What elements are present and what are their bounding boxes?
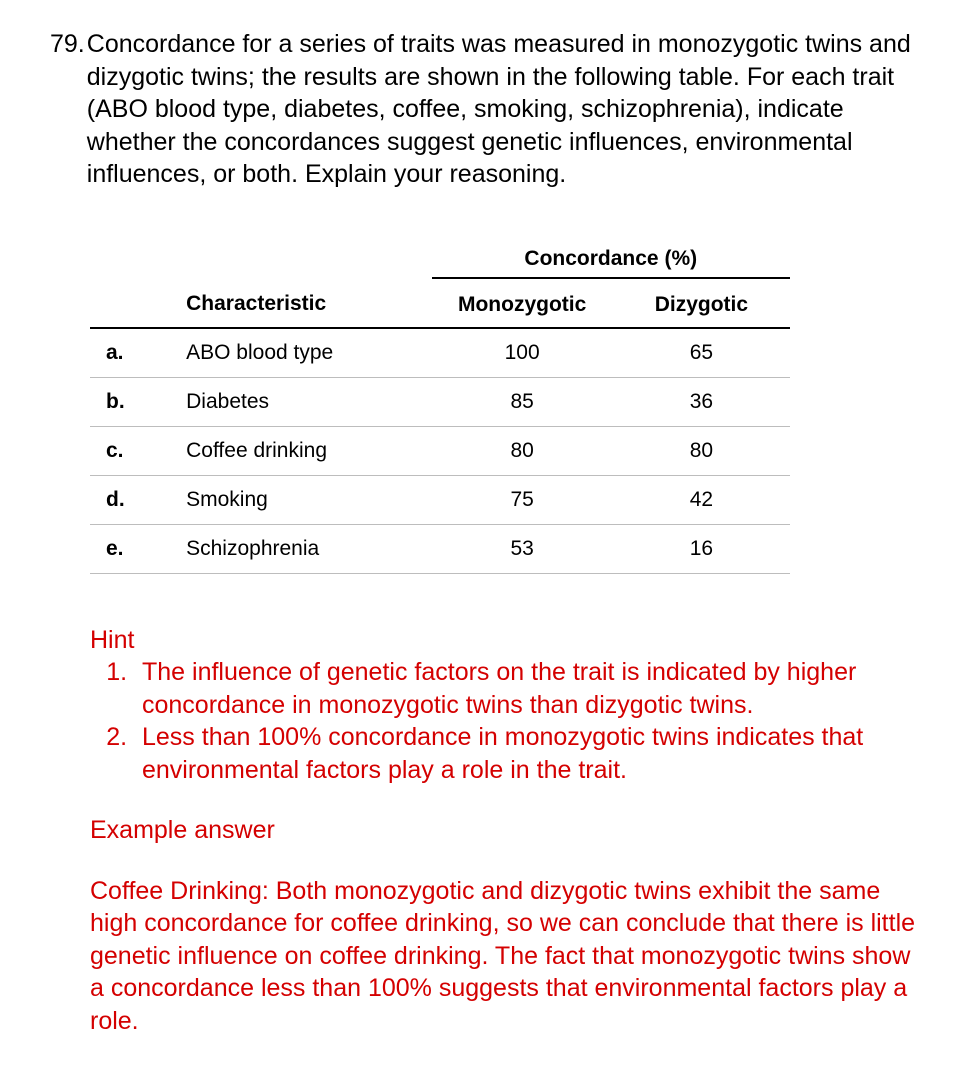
table-row: a. ABO blood type 100 65 <box>90 328 790 378</box>
row-characteristic: Schizophrenia <box>178 524 431 573</box>
row-dz: 16 <box>613 524 790 573</box>
row-key: b. <box>90 377 178 426</box>
row-dz: 65 <box>613 328 790 378</box>
example-body: Coffee Drinking: Both monozygotic and di… <box>90 875 925 1038</box>
table-row: b. Diabetes 85 36 <box>90 377 790 426</box>
row-key: c. <box>90 426 178 475</box>
table-row: e. Schizophrenia 53 16 <box>90 524 790 573</box>
row-characteristic: Diabetes <box>178 377 431 426</box>
row-dz: 42 <box>613 475 790 524</box>
hints-block: Hint The influence of genetic factors on… <box>90 624 925 1038</box>
hint-item: Less than 100% concordance in monozygoti… <box>134 721 925 786</box>
row-characteristic: Smoking <box>178 475 431 524</box>
row-key: d. <box>90 475 178 524</box>
table-row: c. Coffee drinking 80 80 <box>90 426 790 475</box>
row-dz: 36 <box>613 377 790 426</box>
hint-item: The influence of genetic factors on the … <box>134 656 925 721</box>
row-characteristic: Coffee drinking <box>178 426 431 475</box>
hint-title: Hint <box>90 624 925 657</box>
col-monozygotic: Monozygotic <box>432 278 613 328</box>
table-row: d. Smoking 75 42 <box>90 475 790 524</box>
example-title: Example answer <box>90 814 925 847</box>
question-block: 79. Concordance for a series of traits w… <box>50 28 925 191</box>
row-characteristic: ABO blood type <box>178 328 431 378</box>
row-mz: 100 <box>432 328 613 378</box>
row-mz: 85 <box>432 377 613 426</box>
row-mz: 75 <box>432 475 613 524</box>
hint-list: The influence of genetic factors on the … <box>90 656 925 786</box>
table-spanner: Concordance (%) <box>432 237 790 278</box>
question-number: 79. <box>50 28 85 191</box>
col-dizygotic: Dizygotic <box>613 278 790 328</box>
row-mz: 80 <box>432 426 613 475</box>
row-dz: 80 <box>613 426 790 475</box>
concordance-table-wrap: Concordance (%) Characteristic Monozygot… <box>90 237 925 574</box>
row-key: e. <box>90 524 178 573</box>
concordance-table: Concordance (%) Characteristic Monozygot… <box>90 237 790 574</box>
question-text: Concordance for a series of traits was m… <box>87 28 925 191</box>
page: 79. Concordance for a series of traits w… <box>0 0 975 1077</box>
row-mz: 53 <box>432 524 613 573</box>
table-body: a. ABO blood type 100 65 b. Diabetes 85 … <box>90 328 790 574</box>
col-characteristic: Characteristic <box>178 278 431 328</box>
row-key: a. <box>90 328 178 378</box>
